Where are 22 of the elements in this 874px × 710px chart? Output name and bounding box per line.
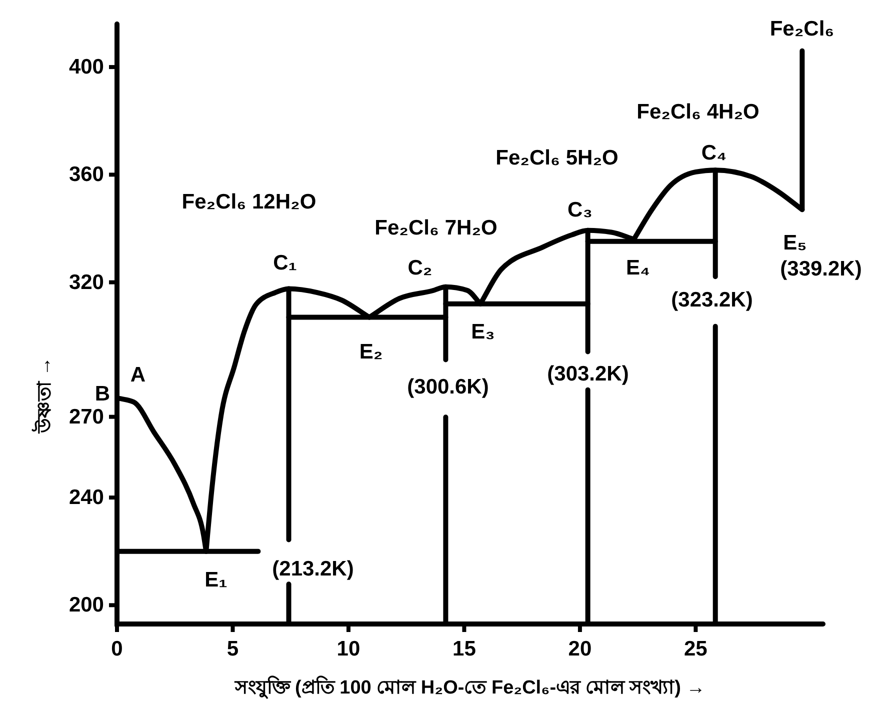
annotation: C₃ [568,198,592,222]
annotation: E₁ [204,568,228,592]
annotation: E₅ [783,232,807,254]
annotation: E₃ [471,320,495,344]
annotation: C₂ [408,256,432,280]
annotation: A [130,364,146,386]
annotation: B [94,382,110,406]
annotation: E₄ [626,256,650,280]
annotation: (303.2K) [547,362,629,386]
annotation: (323.2K) [671,288,753,312]
annotation: Fe₂Cl₆ 7H₂O [374,216,498,240]
annotation: (339.2K) [780,258,862,280]
annotation: C₁ [273,252,297,274]
annotation: (213.2K) [272,558,354,580]
annotation: (300.6K) [407,376,489,398]
annotation: Fe₂Cl₆ 5H₂O [496,146,618,170]
annotation: E₂ [359,340,383,364]
xlabel: সংযুক্তি (প্রতি 100 মোল H₂O-তে Fe₂Cl₆-এর মোল সংখ্যা) → [234,678,706,698]
annotation: Fe₂Cl₆ 12H₂O [182,190,316,214]
annotation: C₄ [701,142,727,164]
annotation: Fe₂Cl₆ 4H₂O [636,100,760,124]
annotation: Fe₂Cl₆ [770,18,834,40]
